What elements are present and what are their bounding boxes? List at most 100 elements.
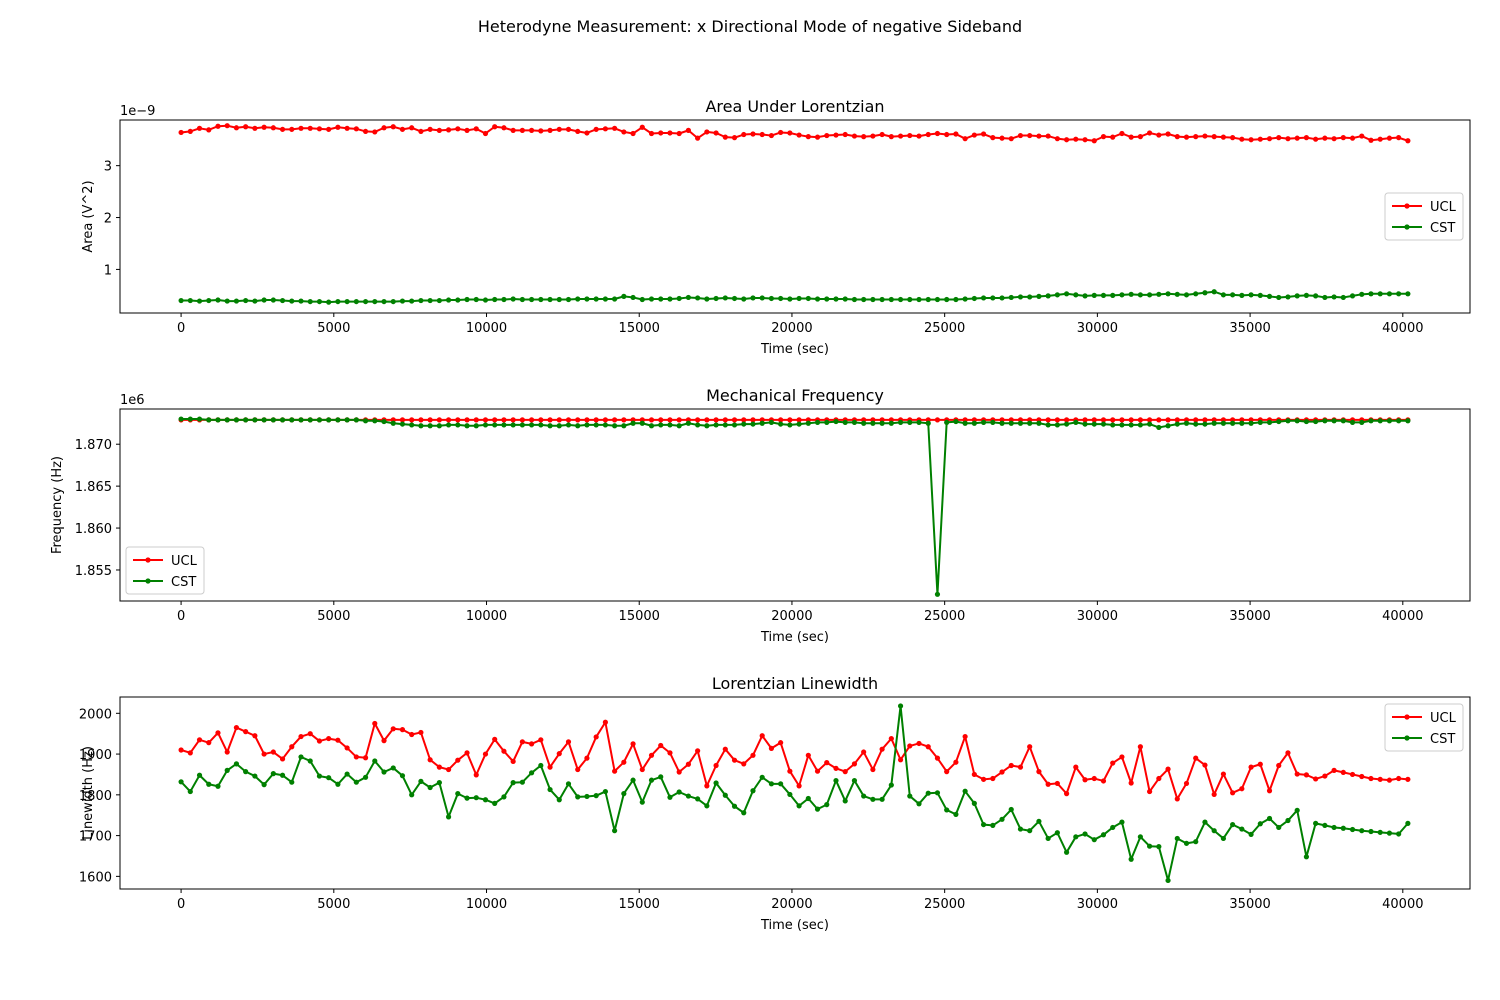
data-point-ucl — [344, 125, 350, 131]
data-point-cst — [851, 296, 858, 303]
data-point-ucl — [870, 766, 876, 773]
data-point-cst — [750, 421, 756, 427]
x-axis-label: Time (sec) — [760, 918, 829, 933]
data-point-cst — [1266, 293, 1273, 299]
data-point-cst — [1294, 418, 1300, 424]
data-point-ucl — [584, 130, 590, 136]
y-axis-label: Linewidth (Hz) — [81, 746, 96, 840]
data-point-cst — [980, 821, 987, 828]
data-point-ucl — [224, 749, 230, 755]
data-point-ucl — [814, 768, 821, 774]
data-point-cst — [307, 758, 313, 764]
data-point-ucl — [648, 130, 655, 137]
y-offset-text: 1e−9 — [120, 104, 155, 119]
data-point-ucl — [759, 733, 765, 739]
data-point-ucl — [529, 417, 535, 423]
data-point-ucl — [639, 124, 645, 130]
data-point-ucl — [1156, 775, 1162, 782]
data-point-cst — [1045, 293, 1051, 299]
data-point-cst — [326, 775, 332, 781]
data-point-ucl — [206, 127, 212, 133]
data-point-cst — [962, 420, 968, 426]
data-point-cst — [243, 417, 249, 423]
data-point-cst — [648, 296, 655, 302]
data-point-cst — [1248, 831, 1254, 837]
data-point-ucl — [1063, 417, 1070, 423]
data-point-ucl — [1396, 135, 1402, 141]
data-point-cst — [1257, 419, 1263, 426]
legend-marker-cst — [145, 578, 151, 584]
data-point-cst — [1063, 291, 1070, 297]
data-point-ucl — [713, 130, 719, 136]
data-point-ucl — [1054, 136, 1060, 142]
data-point-cst — [602, 788, 608, 795]
data-point-cst — [473, 423, 479, 429]
data-point-cst — [1377, 291, 1383, 297]
data-point-ucl — [934, 417, 941, 423]
data-point-cst — [861, 420, 867, 426]
data-point-ucl — [962, 733, 968, 740]
data-point-cst — [1313, 418, 1319, 425]
data-point-ucl — [658, 130, 664, 136]
y-tick-label: 1700 — [79, 830, 112, 845]
data-point-cst — [1110, 422, 1116, 428]
data-point-ucl — [196, 737, 203, 743]
data-point-ucl — [704, 129, 710, 135]
data-point-ucl — [1359, 773, 1365, 780]
data-point-ucl — [1211, 791, 1217, 798]
data-point-ucl — [482, 130, 489, 137]
y-axis-label: Frequency (Hz) — [50, 456, 65, 554]
x-tick-label: 15000 — [619, 321, 660, 336]
data-point-cst — [409, 792, 415, 798]
subplot-1: Area Under Lorentzian 0 5000 10000 15000 2000… — [81, 97, 1471, 357]
data-point-ucl — [1073, 764, 1079, 770]
data-point-ucl — [482, 417, 489, 423]
data-point-ucl — [538, 737, 544, 743]
data-point-ucl — [1082, 137, 1088, 143]
data-point-cst — [897, 419, 904, 426]
data-point-cst — [529, 770, 535, 776]
data-point-cst — [1017, 826, 1024, 832]
data-point-ucl — [1091, 138, 1097, 144]
legend: UCL CST — [1384, 192, 1464, 241]
data-point-ucl — [316, 126, 323, 132]
legend-marker-ucl — [1404, 714, 1410, 720]
data-point-cst — [1073, 292, 1079, 298]
x-tick-label: 40000 — [1382, 321, 1423, 336]
data-point-cst — [1220, 420, 1226, 426]
data-point-ucl — [1100, 778, 1107, 784]
data-point-ucl — [445, 127, 452, 133]
series-ucl — [178, 719, 1411, 802]
data-point-cst — [436, 423, 442, 429]
data-point-ucl — [556, 126, 562, 132]
data-point-cst — [1331, 824, 1337, 831]
data-point-cst — [1322, 294, 1328, 301]
data-point-cst — [1063, 849, 1070, 855]
data-point-cst — [1119, 422, 1125, 428]
data-point-cst — [759, 420, 765, 426]
data-point-cst — [814, 806, 821, 812]
x-tick-label: 10000 — [466, 897, 507, 912]
data-point-cst — [722, 295, 728, 301]
data-point-ucl — [990, 775, 996, 782]
data-point-ucl — [279, 756, 286, 762]
data-point-cst — [1313, 293, 1319, 299]
data-point-cst — [519, 779, 525, 785]
data-point-ucl — [1073, 136, 1079, 142]
data-point-ucl — [851, 761, 858, 767]
data-point-cst — [1285, 418, 1291, 424]
data-point-ucl — [252, 733, 258, 739]
data-point-ucl — [1349, 135, 1356, 141]
data-point-ucl — [445, 766, 452, 773]
data-point-cst — [584, 296, 590, 302]
x-tick-label: 30000 — [1077, 897, 1118, 912]
data-point-ucl — [1386, 777, 1393, 783]
data-point-ucl — [833, 765, 839, 771]
data-point-ucl — [427, 417, 433, 423]
series-line-ucl — [180, 721, 1408, 800]
data-point-ucl — [372, 129, 378, 135]
data-point-cst — [1294, 293, 1300, 299]
x-tick-label: 25000 — [924, 321, 965, 336]
data-point-cst — [1239, 826, 1245, 832]
data-point-cst — [897, 296, 904, 303]
